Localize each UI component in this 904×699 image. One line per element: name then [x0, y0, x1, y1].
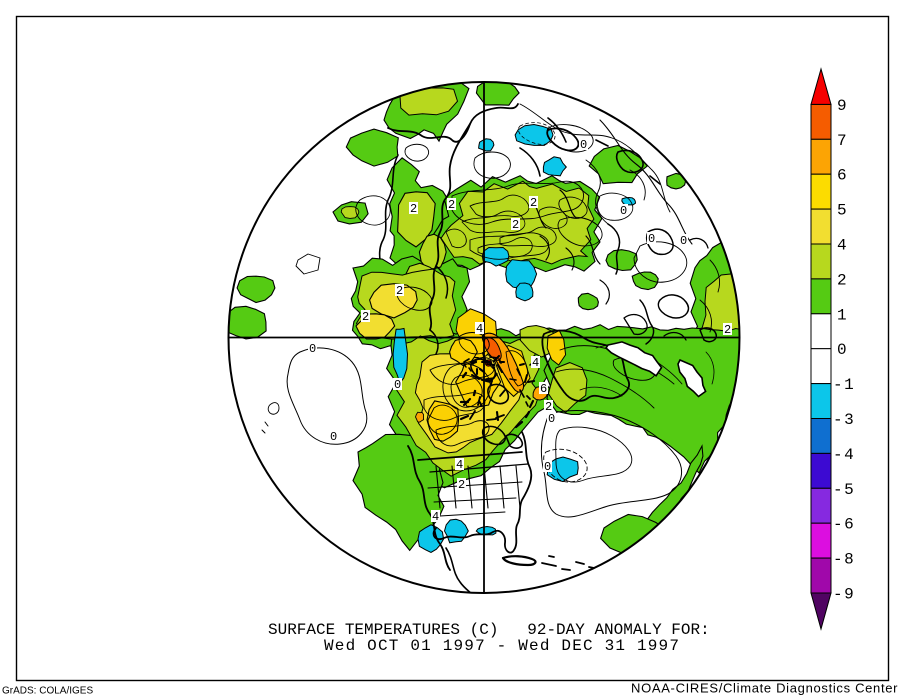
- svg-text:NOAA-CIRES/Climate Diagnostics: NOAA-CIRES/Climate Diagnostics Center: [631, 681, 898, 696]
- svg-text:-3: -3: [833, 411, 855, 429]
- svg-text:0: 0: [394, 378, 401, 392]
- svg-text:0: 0: [648, 232, 655, 246]
- svg-text:4: 4: [837, 237, 847, 255]
- svg-text:-8: -8: [833, 551, 855, 569]
- svg-text:2: 2: [396, 284, 403, 298]
- svg-text:4: 4: [432, 510, 439, 524]
- svg-text:2: 2: [410, 202, 417, 216]
- svg-text:-5: -5: [833, 481, 855, 499]
- svg-text:6: 6: [837, 167, 847, 185]
- svg-text:-6: -6: [833, 516, 855, 534]
- svg-text:9: 9: [837, 97, 847, 115]
- svg-text:2: 2: [724, 323, 731, 337]
- svg-text:0: 0: [580, 138, 587, 152]
- svg-text:2: 2: [458, 478, 465, 492]
- svg-text:0: 0: [680, 234, 687, 248]
- svg-text:0: 0: [837, 341, 847, 359]
- svg-text:GrADS: COLA/IGES: GrADS: COLA/IGES: [2, 686, 93, 697]
- svg-text:2: 2: [512, 218, 519, 232]
- svg-text:7: 7: [837, 132, 847, 150]
- svg-text:0: 0: [330, 430, 337, 444]
- svg-text:2: 2: [545, 400, 552, 414]
- svg-text:4: 4: [476, 322, 483, 336]
- svg-text:0: 0: [544, 460, 551, 474]
- svg-text:-1: -1: [833, 376, 855, 394]
- svg-text:2: 2: [448, 198, 455, 212]
- svg-text:2: 2: [837, 271, 847, 289]
- svg-text:4: 4: [456, 458, 463, 472]
- svg-text:-4: -4: [833, 446, 855, 464]
- svg-text:5: 5: [837, 202, 847, 220]
- svg-text:2: 2: [530, 196, 537, 210]
- svg-text:0: 0: [620, 204, 627, 218]
- svg-text:1: 1: [837, 306, 847, 324]
- svg-text:6: 6: [540, 382, 547, 396]
- svg-text:0: 0: [548, 412, 555, 426]
- svg-text:0: 0: [309, 342, 316, 356]
- svg-text:-9: -9: [833, 586, 855, 604]
- svg-text:4: 4: [532, 356, 539, 370]
- svg-text:2: 2: [362, 310, 369, 324]
- svg-text:SURFACE TEMPERATURES (C) 92-: SURFACE TEMPERATURES (C) 92-DAY ANOMALY …: [268, 621, 710, 639]
- svg-text:Wed OCT 01 1997 - Wed DEC 31 1: Wed OCT 01 1997 - Wed DEC 31 1997: [324, 637, 680, 655]
